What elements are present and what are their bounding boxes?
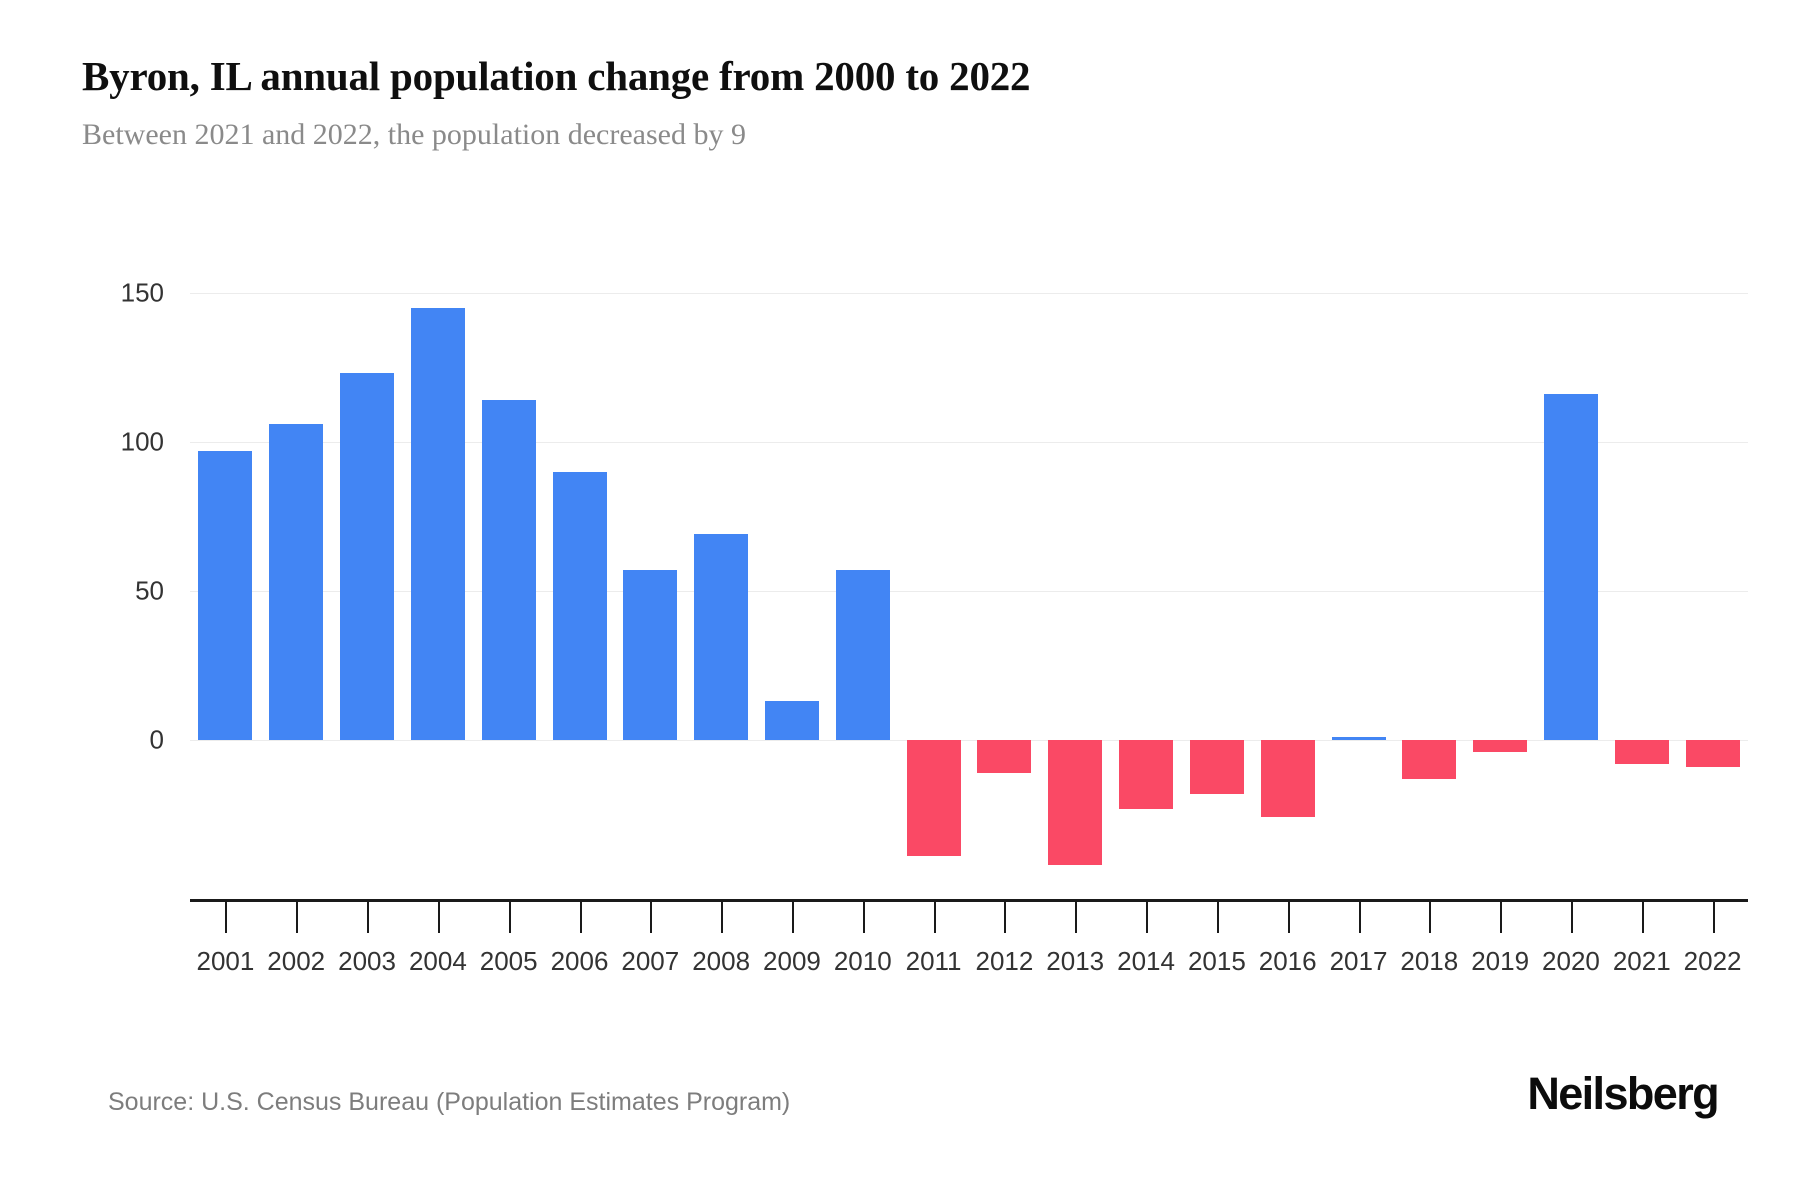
x-axis-tick	[1004, 902, 1007, 933]
x-axis-tick	[1075, 902, 1078, 933]
bar-2020[interactable]	[1543, 394, 1598, 740]
y-axis-tick-label: 50	[135, 575, 164, 606]
x-axis-tick	[1641, 902, 1644, 933]
x-axis-line	[190, 899, 1748, 902]
x-axis-tick-label-2017: 2017	[1329, 946, 1388, 976]
x-axis-tick	[225, 902, 228, 933]
bar-2018[interactable]	[1402, 740, 1457, 779]
x-axis-tick-label-2010: 2010	[833, 946, 892, 976]
x-axis-tick	[1358, 902, 1361, 933]
bar-2005[interactable]	[481, 400, 536, 740]
x-axis-tick	[1500, 902, 1503, 933]
gridline-150	[190, 293, 1748, 294]
gridline-50	[190, 591, 1748, 592]
x-axis-tick	[933, 902, 936, 933]
x-axis-tick-label-2013: 2013	[1046, 946, 1105, 976]
brand-logo: Neilsberg	[1527, 1068, 1719, 1119]
x-axis-tick	[1570, 902, 1573, 933]
bar-series	[190, 0, 1748, 1200]
x-axis-tick	[1216, 902, 1219, 933]
x-axis-tick-label-2005: 2005	[479, 946, 538, 976]
bar-2016[interactable]	[1260, 740, 1315, 818]
x-axis-tick-label-2009: 2009	[763, 946, 821, 976]
x-axis-tick	[296, 902, 299, 933]
x-axis-tick	[791, 902, 794, 933]
bar-2010[interactable]	[835, 570, 890, 740]
page-title: Byron, IL annual population change from …	[82, 53, 1031, 99]
x-axis-tick	[1287, 902, 1290, 933]
bar-2007[interactable]	[623, 570, 678, 740]
y-axis-tick-label: 100	[120, 426, 164, 457]
gridlines	[190, 0, 1748, 1200]
y-axis-tick-label: 0	[149, 724, 164, 755]
bar-2004[interactable]	[410, 307, 465, 740]
bar-2015[interactable]	[1189, 740, 1244, 794]
x-axis-tick-label-2019: 2019	[1471, 946, 1530, 976]
x-axis-tick	[579, 902, 582, 933]
x-axis-tick	[721, 902, 724, 933]
gridline-100	[190, 442, 1748, 443]
chart-header: Byron, IL annual population change from …	[82, 52, 1682, 152]
bar-2013[interactable]	[1048, 740, 1103, 866]
x-axis-tick	[650, 902, 653, 933]
x-axis-tick	[862, 902, 865, 933]
bar-2012[interactable]	[977, 740, 1032, 773]
x-axis-tick-label-2015: 2015	[1187, 946, 1246, 976]
x-axis-tick	[1429, 902, 1432, 933]
y-axis-tick-label: 150	[120, 277, 164, 308]
x-axis-tick-label-2006: 2006	[550, 946, 609, 976]
x-axis-tick-label-2001: 2001	[196, 946, 255, 976]
gridline-0	[190, 740, 1748, 741]
x-axis-tick-label-2012: 2012	[975, 946, 1034, 976]
bar-2003[interactable]	[340, 373, 395, 740]
x-axis-tick	[1712, 902, 1715, 933]
x-axis-tick-label-2020: 2020	[1542, 946, 1600, 976]
bar-2011[interactable]	[906, 740, 961, 857]
x-axis-tick-label-2003: 2003	[338, 946, 396, 976]
source-note: Source: U.S. Census Bureau (Population E…	[108, 1088, 791, 1116]
bar-2019[interactable]	[1473, 740, 1528, 752]
bar-2009[interactable]	[764, 701, 819, 740]
bar-2006[interactable]	[552, 471, 607, 740]
x-axis-tick-label-2011: 2011	[905, 946, 962, 976]
bar-2014[interactable]	[1119, 740, 1174, 809]
bar-2017[interactable]	[1331, 737, 1386, 740]
bar-2001[interactable]	[198, 450, 253, 740]
x-axis-tick-label-2018: 2018	[1400, 946, 1459, 976]
chart-subtitle: Between 2021 and 2022, the population de…	[82, 118, 746, 151]
x-axis-tick	[367, 902, 370, 933]
x-axis-tick-label-2016: 2016	[1258, 946, 1317, 976]
bar-2002[interactable]	[269, 424, 324, 740]
x-axis-tick	[1146, 902, 1149, 933]
x-axis-tick-label-2002: 2002	[267, 946, 326, 976]
bar-2022[interactable]	[1685, 740, 1740, 767]
bar-2021[interactable]	[1614, 740, 1669, 764]
x-axis-tick-label-2007: 2007	[621, 946, 680, 976]
x-axis-tick-label-2022: 2022	[1683, 946, 1742, 976]
x-axis-tick-label-2008: 2008	[692, 946, 751, 976]
x-axis-tick-label-2004: 2004	[408, 946, 467, 976]
x-axis-tick	[437, 902, 440, 933]
x-axis-tick	[508, 902, 511, 933]
x-axis-tick-label-2014: 2014	[1117, 946, 1175, 976]
bar-2008[interactable]	[694, 534, 749, 740]
x-axis-tick-label-2021: 2021	[1612, 946, 1671, 976]
